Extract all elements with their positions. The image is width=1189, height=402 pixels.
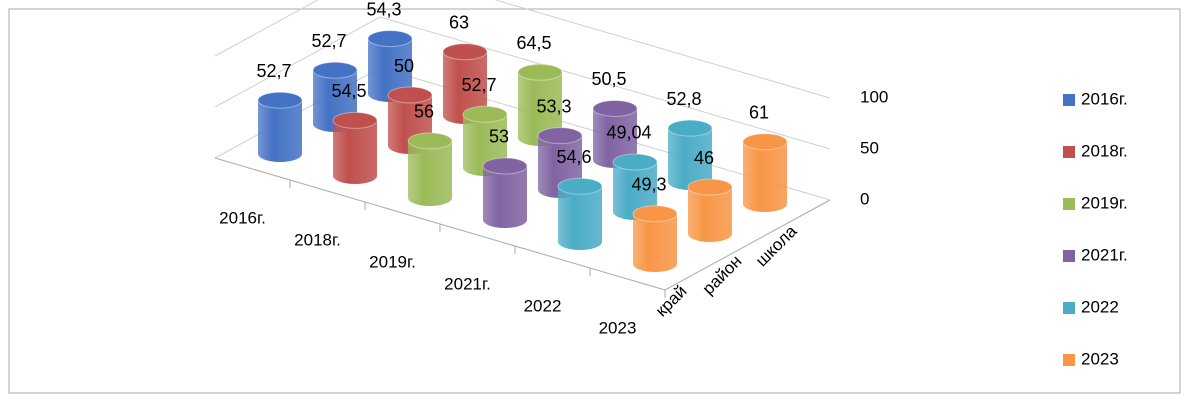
cylinder [443,51,487,124]
cylinder-top [387,86,433,104]
data-label: 52,7 [256,61,291,81]
x-tick-label: 2023 [599,318,637,337]
cylinder-top [612,153,658,171]
data-label: 54,5 [331,81,366,101]
cylinder [258,100,302,162]
cylinder [558,186,602,250]
cylinder [668,128,712,190]
data-label: 63 [449,12,469,32]
cylinder-top [407,132,453,150]
cylinder-top [742,133,788,151]
z-tick-label: 0 [860,189,869,208]
cylinder [483,165,527,228]
cylinder-top [257,91,303,109]
cylinder-top [687,178,733,196]
cylinder-top [482,157,528,175]
cylinder-top [442,43,488,61]
x-tick-label: 2016г. [219,208,266,227]
data-label: 50,5 [591,69,626,89]
data-label: 52,8 [666,89,701,109]
data-label: 52,7 [461,75,496,95]
data-label: 50 [394,56,414,76]
x-tick-label: 2018г. [294,230,341,249]
data-label: 61 [749,103,769,123]
data-label: 52,7 [311,31,346,51]
legend-swatch [1063,250,1075,262]
x-tick-label: 2022 [524,296,562,315]
cylinder [333,120,377,184]
cylinder [613,161,657,220]
cylinder [593,108,637,168]
data-label: 53 [489,127,509,147]
cylinder [743,141,787,212]
data-label: 49,04 [606,123,651,143]
legend-swatch [1063,146,1075,158]
grid-line [214,0,831,99]
cylinder-top [592,99,638,117]
cylinder [408,140,452,206]
legend-swatch [1063,354,1075,366]
data-label: 54,3 [366,0,401,19]
cylinder-top [462,105,508,123]
z-tick-label: 50 [860,138,879,157]
cylinder [688,187,732,242]
cylinder-top [557,177,603,195]
cylinder-top [332,111,378,129]
legend-swatch [1063,94,1075,106]
data-label: 49,3 [631,174,666,194]
legend-swatch [1063,198,1075,210]
legend-label: 2022 [1081,297,1119,316]
cylinder-top [632,205,678,223]
data-label: 56 [414,102,434,122]
x-tick-label: 2019г. [369,252,416,271]
x-tick-label: 2021г. [444,274,491,293]
legend-label: 2019г. [1081,193,1128,212]
data-label: 54,6 [556,147,591,167]
cylinder-top [367,30,413,48]
legend-label: 2016г. [1081,89,1128,108]
legend-swatch [1063,302,1075,314]
grid-line [214,16,831,150]
cylinder-top [537,127,583,145]
cylinder-top [667,119,713,137]
z-tick-label: 100 [860,87,888,106]
legend-label: 2021г. [1081,245,1128,264]
cylinder-top [312,61,358,79]
cylinder [368,38,412,102]
legend-label: 2018г. [1081,141,1128,160]
cylinder [633,213,677,272]
data-label: 64,5 [516,33,551,53]
cylinder-top [517,63,563,81]
legend-label: 2023 [1081,349,1119,368]
cylinder [518,72,562,146]
data-label: 53,3 [536,96,571,116]
data-label: 46 [694,148,714,168]
